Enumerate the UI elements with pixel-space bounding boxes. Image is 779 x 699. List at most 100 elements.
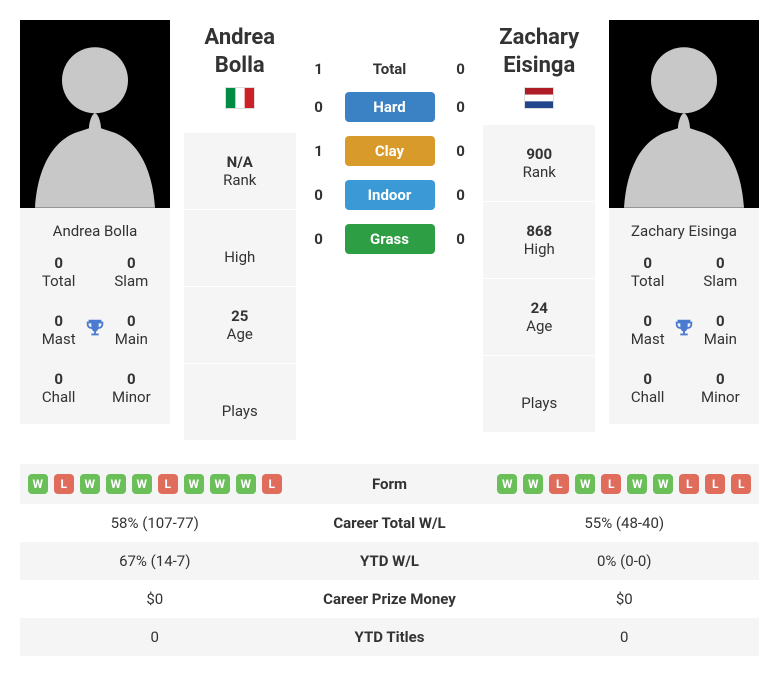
h2h-right-value: 0 <box>452 186 470 204</box>
form-badge[interactable]: W <box>236 474 256 494</box>
form-badge[interactable]: W <box>80 474 100 494</box>
player-card-name: Zachary Eisinga <box>631 208 737 254</box>
form-badge[interactable]: W <box>184 474 204 494</box>
form-badge[interactable]: L <box>549 474 569 494</box>
age-label: Age <box>184 325 296 343</box>
stat-main-label: Main <box>112 330 151 348</box>
h2h-left-value: 0 <box>310 230 328 248</box>
cmp-label: Form <box>290 475 490 493</box>
h2h-right-value: 0 <box>452 230 470 248</box>
stat-total-value: 0 <box>628 254 667 272</box>
stat-minor-value: 0 <box>112 370 151 388</box>
form-badge[interactable]: W <box>210 474 230 494</box>
comparison-table: WLWWWLWWWLFormWWLWLWWLLL58% (107-77)Care… <box>20 464 759 656</box>
flag-icon-left <box>225 87 255 109</box>
cmp-label: Career Prize Money <box>290 590 490 608</box>
h2h-left-value: 0 <box>310 186 328 204</box>
cmp-left: WLWWWLWWWL <box>20 474 290 494</box>
high-value-right: 868 <box>483 222 595 240</box>
age-label: Age <box>483 317 595 335</box>
rank-label: Rank <box>483 163 595 181</box>
plays-label: Plays <box>184 402 296 420</box>
stat-mast-label: Mast <box>39 330 78 348</box>
player-card-left: Andrea Bolla 0Total 0Slam 0Mast 0Main 0C… <box>20 208 170 424</box>
player-photo-left <box>20 20 170 208</box>
trophy-icon <box>673 317 695 339</box>
player-card-right: Zachary Eisinga 0Total 0Slam 0Mast 0Main… <box>609 208 759 424</box>
high-label: High <box>483 240 595 258</box>
stat-mast-label: Mast <box>628 330 667 348</box>
form-badge[interactable]: W <box>106 474 126 494</box>
stat-mast-value: 0 <box>39 312 78 330</box>
stat-slam-value: 0 <box>701 254 740 272</box>
form-badge[interactable]: L <box>731 474 751 494</box>
form-badge[interactable]: W <box>653 474 673 494</box>
stat-chall-value: 0 <box>628 370 667 388</box>
form-badge[interactable]: L <box>54 474 74 494</box>
h2h-right-value: 0 <box>452 142 470 160</box>
stat-rows-right: 900Rank 868High 24Age Plays <box>483 125 595 432</box>
head-to-head: 1Total0 0 Hard 0 1 Clay 0 0 Indoor 0 0 Grass 0 <box>310 20 470 254</box>
player-card-name: Andrea Bolla <box>53 208 138 254</box>
cmp-row-career_wl: 58% (107-77)Career Total W/L55% (48-40) <box>20 504 759 542</box>
rank-label: Rank <box>184 171 296 189</box>
cmp-right: 0% (0-0) <box>490 552 760 570</box>
surface-badge-indoor[interactable]: Indoor <box>345 180 435 210</box>
surface-badge-clay[interactable]: Clay <box>345 136 435 166</box>
form-badge[interactable]: L <box>158 474 178 494</box>
h2h-row-total: 1Total0 <box>310 60 470 78</box>
h2h-row-grass: 0 Grass 0 <box>310 224 470 254</box>
surface-badge-grass[interactable]: Grass <box>345 224 435 254</box>
cmp-left: 58% (107-77) <box>20 514 290 532</box>
stat-minor-label: Minor <box>701 388 740 406</box>
h2h-left-value: 1 <box>310 60 328 78</box>
form-badge[interactable]: L <box>262 474 282 494</box>
silhouette-icon <box>609 20 759 208</box>
stat-mast-value: 0 <box>628 312 667 330</box>
cmp-left: 67% (14-7) <box>20 552 290 570</box>
stat-slam-value: 0 <box>112 254 151 272</box>
stat-minor-label: Minor <box>112 388 151 406</box>
h2h-left-value: 1 <box>310 142 328 160</box>
form-badge[interactable]: L <box>601 474 621 494</box>
high-value-left <box>184 230 296 248</box>
plays-value-right <box>483 376 595 394</box>
cmp-row-ytd_titles: 0YTD Titles0 <box>20 618 759 656</box>
surface-badge-hard[interactable]: Hard <box>345 92 435 122</box>
form-badge[interactable]: W <box>132 474 152 494</box>
player-name-right[interactable]: Zachary Eisinga <box>483 24 595 79</box>
form-badge[interactable]: L <box>679 474 699 494</box>
stat-chall-value: 0 <box>39 370 78 388</box>
cmp-label: YTD W/L <box>290 552 490 570</box>
cmp-label: Career Total W/L <box>290 514 490 532</box>
cmp-right: 0 <box>490 628 760 646</box>
cmp-left: $0 <box>20 590 290 608</box>
cmp-row-form: WLWWWLWWWLFormWWLWLWWLLL <box>20 464 759 504</box>
stat-total-label: Total <box>628 272 667 290</box>
stat-minor-value: 0 <box>701 370 740 388</box>
form-badge[interactable]: L <box>705 474 725 494</box>
cmp-right: $0 <box>490 590 760 608</box>
high-label: High <box>184 248 296 266</box>
h2h-right-value: 0 <box>452 98 470 116</box>
flag-icon-right <box>524 87 554 109</box>
stat-total-value: 0 <box>39 254 78 272</box>
h2h-label: Total <box>328 60 452 78</box>
rank-value-right: 900 <box>483 145 595 163</box>
stat-rows-left: N/ARank High 25Age Plays <box>184 133 296 440</box>
stat-slam-label: Slam <box>112 272 151 290</box>
h2h-left-value: 0 <box>310 98 328 116</box>
age-value-left: 25 <box>184 307 296 325</box>
form-badge[interactable]: W <box>575 474 595 494</box>
cmp-right: 55% (48-40) <box>490 514 760 532</box>
player-name-left[interactable]: Andrea Bolla <box>184 24 296 79</box>
stat-slam-label: Slam <box>701 272 740 290</box>
form-badge[interactable]: W <box>28 474 48 494</box>
age-value-right: 24 <box>483 299 595 317</box>
plays-label: Plays <box>483 394 595 412</box>
h2h-row-clay: 1 Clay 0 <box>310 136 470 166</box>
form-badge[interactable]: W <box>497 474 517 494</box>
form-badge[interactable]: W <box>627 474 647 494</box>
cmp-label: YTD Titles <box>290 628 490 646</box>
form-badge[interactable]: W <box>523 474 543 494</box>
